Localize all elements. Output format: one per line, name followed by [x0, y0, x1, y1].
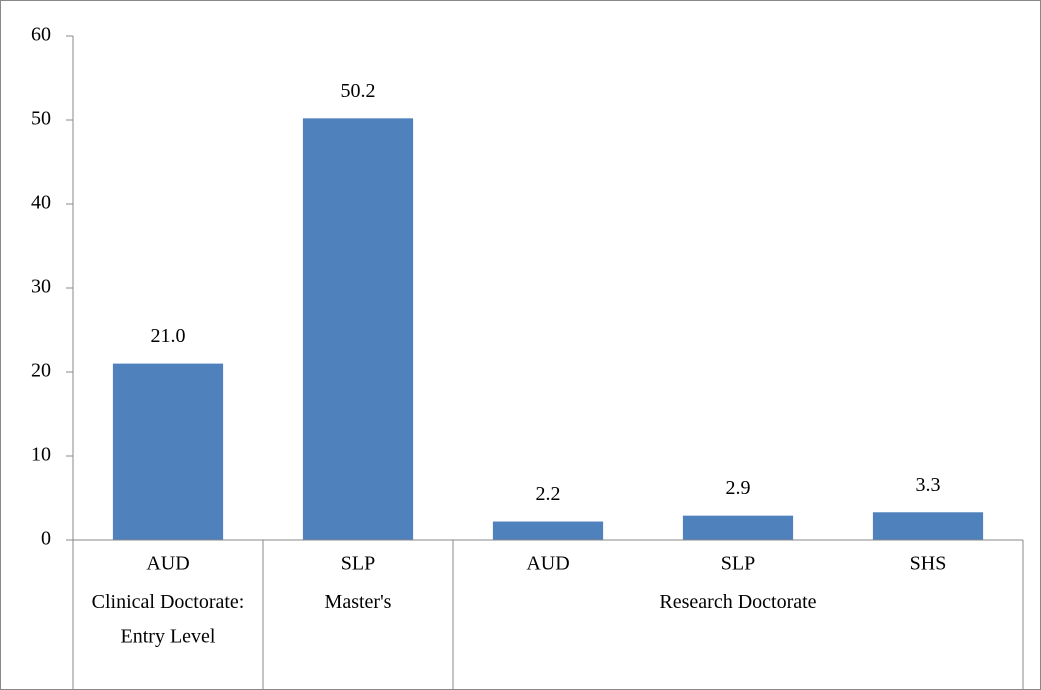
value-label: 2.9 [726, 477, 751, 499]
value-label: 21.0 [151, 325, 186, 347]
x-tick-label: SLP [341, 553, 375, 575]
group-label: Master's [325, 591, 392, 613]
y-tick-label: 10 [31, 444, 51, 466]
value-label: 50.2 [341, 80, 376, 102]
y-tick-label: 40 [31, 192, 51, 214]
y-tick-label: 30 [31, 276, 51, 298]
bar [682, 515, 794, 540]
x-tick-label: SLP [721, 553, 755, 575]
x-tick-label: SHS [910, 553, 947, 575]
x-tick-label: AUD [526, 553, 569, 575]
value-label: 2.2 [536, 483, 561, 505]
bar [872, 512, 984, 540]
bar [302, 118, 414, 540]
y-tick-label: 20 [31, 360, 51, 382]
x-tick-label: AUD [146, 553, 189, 575]
y-tick-label: 50 [31, 108, 51, 130]
bar [112, 363, 224, 540]
y-tick-label: 0 [41, 528, 51, 550]
y-tick-label: 60 [31, 24, 51, 46]
value-label: 3.3 [916, 474, 941, 496]
group-label: Clinical Doctorate: Entry Level [92, 591, 245, 648]
group-label: Research Doctorate [659, 591, 816, 613]
bar [492, 521, 604, 540]
